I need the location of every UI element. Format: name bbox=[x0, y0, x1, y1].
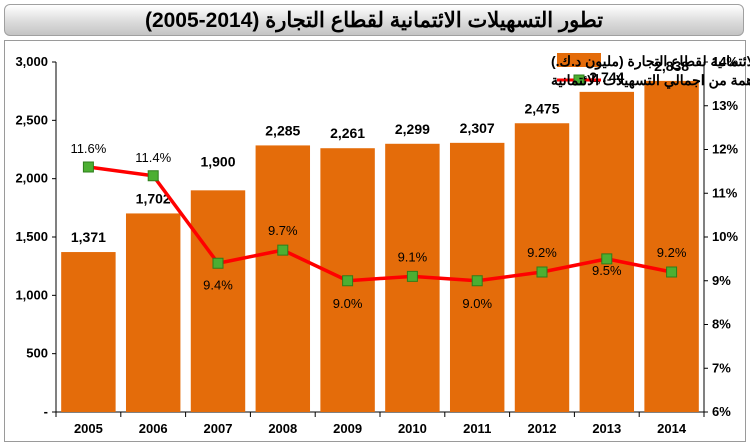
line-point bbox=[147, 170, 159, 182]
x-tick-label: 2011 bbox=[463, 421, 491, 436]
line-value-label: 9.7% bbox=[268, 223, 298, 238]
bar-value-label: 2,299 bbox=[395, 121, 430, 137]
line-value-label: 11.4% bbox=[135, 150, 171, 165]
title-bar: تطور التسهيلات الائتمانية لقطاع التجارة … bbox=[4, 4, 744, 36]
x-tick-label: 2008 bbox=[268, 421, 297, 436]
line-value-label: 9.0% bbox=[462, 296, 492, 311]
line-point bbox=[536, 266, 548, 278]
line-value-label: 9.0% bbox=[333, 296, 363, 311]
x-tick-label: 2005 bbox=[74, 421, 103, 436]
y-left-tick-label: 1,000 bbox=[15, 287, 48, 302]
bar bbox=[190, 190, 246, 412]
plot-frame bbox=[4, 40, 746, 442]
bar bbox=[255, 145, 311, 412]
bar-value-label: 2,307 bbox=[460, 120, 495, 136]
line-point bbox=[82, 161, 94, 173]
y-right-tick-label: 11% bbox=[712, 185, 738, 200]
line-value-label: 9.5% bbox=[592, 263, 622, 278]
share-line bbox=[88, 165, 672, 283]
x-tick-label: 2012 bbox=[528, 421, 557, 436]
y-left-tick-label: - bbox=[44, 404, 48, 419]
x-tick-label: 2010 bbox=[398, 421, 427, 436]
bar bbox=[579, 91, 635, 412]
bar-value-label: 2,261 bbox=[330, 125, 365, 141]
y-right-tick-label: 7% bbox=[712, 360, 731, 375]
y-right-tick-label: 10% bbox=[712, 229, 738, 244]
chart-title: تطور التسهيلات الائتمانية لقطاع التجارة … bbox=[144, 9, 604, 32]
line-point bbox=[277, 244, 289, 256]
line-value-label: 9.1% bbox=[398, 249, 428, 264]
bar-value-label: 2,475 bbox=[524, 100, 559, 116]
x-tick-label: 2009 bbox=[333, 421, 362, 436]
line-value-label: 9.4% bbox=[203, 277, 233, 292]
y-right-tick-label: 8% bbox=[712, 317, 731, 332]
y-left-tick-label: 1,500 bbox=[15, 229, 48, 244]
line-point bbox=[666, 266, 678, 278]
line-value-label: 9.2% bbox=[527, 245, 557, 260]
bar-value-label: 1,702 bbox=[136, 190, 171, 206]
line-point bbox=[342, 275, 354, 287]
legend-line-label: نسبة المساهمة من اجمالي التسهيلات الائتم… bbox=[551, 72, 750, 89]
bar bbox=[644, 80, 699, 413]
line-point bbox=[212, 257, 224, 269]
bar bbox=[61, 252, 116, 412]
y-right-tick-label: 6% bbox=[712, 404, 731, 419]
y-right-tick-label: 14% bbox=[712, 54, 738, 69]
y-right-tick-label: 9% bbox=[712, 273, 731, 288]
y-right-tick-label: 12% bbox=[712, 142, 738, 157]
bar-value-label: 1,900 bbox=[200, 153, 235, 169]
line-point bbox=[471, 275, 483, 287]
y-left-tick-label: 2,500 bbox=[15, 112, 48, 127]
legend-line-marker bbox=[573, 74, 585, 86]
legend-bar-label: التسهيلات الائتمانية لقطاع التجارة (مليو… bbox=[551, 53, 750, 70]
line-point bbox=[601, 253, 613, 265]
bar-value-label: 2,838 bbox=[654, 58, 689, 74]
x-tick-label: 2014 bbox=[657, 421, 687, 436]
bar bbox=[125, 213, 181, 412]
legend-bar-swatch bbox=[557, 53, 601, 67]
y-left-tick-label: 500 bbox=[26, 346, 48, 361]
y-left-tick-label: 3,000 bbox=[15, 54, 48, 69]
x-tick-label: 2007 bbox=[204, 421, 233, 436]
bar-value-label: 2,285 bbox=[265, 122, 300, 138]
line-point bbox=[406, 270, 418, 282]
x-tick-label: 2013 bbox=[592, 421, 621, 436]
x-tick-label: 2006 bbox=[139, 421, 168, 436]
line-value-label: 11.6% bbox=[70, 141, 106, 156]
bar-value-label: 1,371 bbox=[71, 229, 106, 245]
y-left-tick-label: 2,000 bbox=[15, 171, 48, 186]
y-right-tick-label: 13% bbox=[712, 98, 738, 113]
line-value-label: 9.2% bbox=[657, 245, 687, 260]
